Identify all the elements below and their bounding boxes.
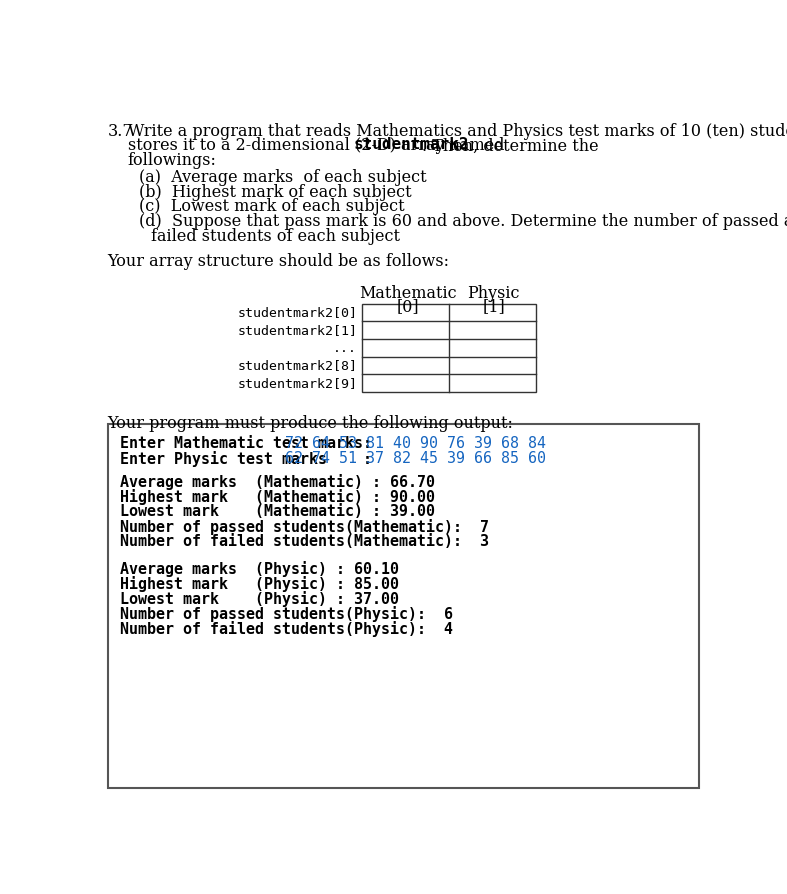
Text: failed students of each subject: failed students of each subject	[151, 227, 400, 244]
Text: Lowest mark    (Physic) : 37.00: Lowest mark (Physic) : 37.00	[120, 590, 399, 606]
Text: (d)  Suppose that pass mark is 60 and above. Determine the number of passed and: (d) Suppose that pass mark is 60 and abo…	[139, 213, 787, 230]
Text: Your array structure should be as follows:: Your array structure should be as follow…	[108, 253, 449, 270]
Text: studentmark2[9]: studentmark2[9]	[237, 376, 357, 390]
Text: studentmark2[1]: studentmark2[1]	[237, 324, 357, 336]
Text: Number of failed students(Physic):  4: Number of failed students(Physic): 4	[120, 620, 453, 637]
Text: followings:: followings:	[127, 152, 216, 169]
Text: [1]: [1]	[482, 298, 505, 315]
Text: studentmark2[8]: studentmark2[8]	[237, 358, 357, 372]
Bar	[108, 425, 699, 788]
Text: (a)  Average marks  of each subject: (a) Average marks of each subject	[139, 169, 427, 186]
Text: Highest mark   (Mathematic) : 90.00: Highest mark (Mathematic) : 90.00	[120, 488, 435, 504]
Text: Average marks  (Physic) : 60.10: Average marks (Physic) : 60.10	[120, 561, 399, 576]
Text: . Then, determine the: . Then, determine the	[423, 138, 599, 155]
Text: Lowest mark    (Mathematic) : 39.00: Lowest mark (Mathematic) : 39.00	[120, 503, 435, 519]
Text: (b)  Highest mark of each subject: (b) Highest mark of each subject	[139, 183, 412, 200]
Text: Mathematic: Mathematic	[360, 285, 457, 302]
Text: Number of failed students(Mathematic):  3: Number of failed students(Mathematic): 3	[120, 533, 489, 548]
Text: stores it to a 2-dimensional (2-D) array named: stores it to a 2-dimensional (2-D) array…	[127, 138, 509, 155]
Text: studentmark2[0]: studentmark2[0]	[237, 306, 357, 319]
Text: Your program must produce the following output:: Your program must produce the following …	[108, 414, 514, 431]
Text: Number of passed students(Physic):  6: Number of passed students(Physic): 6	[120, 605, 453, 621]
Text: Write a program that reads Mathematics and Physics test marks of 10 (ten) studen: Write a program that reads Mathematics a…	[127, 122, 787, 139]
Text: [0]: [0]	[397, 298, 419, 315]
Text: 72 64 53 81 40 90 76 39 68 84: 72 64 53 81 40 90 76 39 68 84	[276, 435, 546, 451]
Text: Number of passed students(Mathematic):  7: Number of passed students(Mathematic): 7	[120, 519, 489, 535]
Text: studentmark2: studentmark2	[353, 138, 469, 152]
Text: Enter Mathematic test marks:: Enter Mathematic test marks:	[120, 435, 372, 451]
Text: Enter Physic test marks    :: Enter Physic test marks :	[120, 451, 372, 467]
Text: ...: ...	[333, 342, 357, 354]
Text: Physic: Physic	[467, 285, 520, 302]
Bar	[362, 304, 536, 392]
Text: (c)  Lowest mark of each subject: (c) Lowest mark of each subject	[139, 198, 405, 215]
Text: Highest mark   (Physic) : 85.00: Highest mark (Physic) : 85.00	[120, 575, 399, 591]
Text: 3.7: 3.7	[108, 122, 133, 139]
Text: 62 74 51 37 82 45 39 66 85 60: 62 74 51 37 82 45 39 66 85 60	[276, 451, 546, 466]
Text: Average marks  (Mathematic) : 66.70: Average marks (Mathematic) : 66.70	[120, 473, 435, 489]
